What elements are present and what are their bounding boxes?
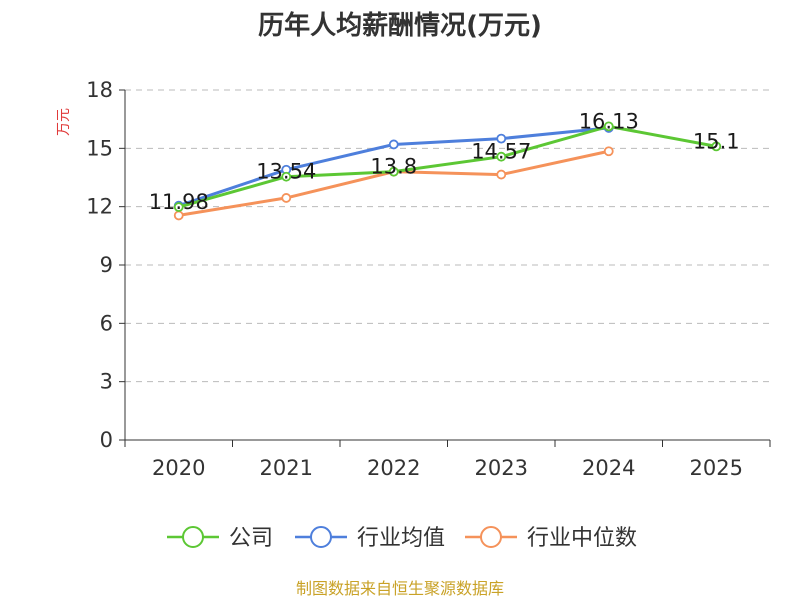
- legend-label: 公司: [229, 526, 273, 551]
- data-label: 11.98: [149, 190, 209, 214]
- series-point-0[interactable]: [281, 171, 292, 182]
- legend-item-1[interactable]: 行业均值: [295, 526, 445, 551]
- x-tick-label: 2023: [475, 456, 528, 480]
- series-point-0[interactable]: [496, 151, 507, 162]
- data-label: 16.13: [579, 109, 639, 133]
- data-label: 13.8: [370, 155, 417, 179]
- y-tick-label: 18: [86, 78, 113, 102]
- y-tick-label: 9: [100, 253, 113, 277]
- series-lines: [173, 121, 722, 221]
- axes: 0 3 6 9 12 15 18 2020 2021 2022 2023 2024 2025: [86, 78, 771, 480]
- series-point-0[interactable]: [388, 166, 399, 177]
- data-label: 13.54: [256, 160, 316, 184]
- legend-marker: [480, 526, 502, 548]
- data-labels: 11.98 13.54 13.8 14.57 16.13 15.1: [149, 109, 740, 214]
- x-tick-label: 2020: [152, 456, 205, 480]
- series-point-2[interactable]: [496, 169, 507, 180]
- data-label: 14.57: [471, 140, 531, 164]
- x-tick-label: 2025: [690, 456, 743, 480]
- series-point-1[interactable]: [388, 139, 399, 150]
- source-note: 制图数据来自恒生聚源数据库: [296, 579, 504, 598]
- series-point-0[interactable]: [603, 121, 614, 132]
- legend-label: 行业均值: [357, 526, 445, 551]
- y-axis-label: 万元: [56, 108, 72, 136]
- legend-item-2[interactable]: 行业中位数: [465, 526, 637, 551]
- y-tick-label: 12: [86, 195, 113, 219]
- y-tick-label: 6: [100, 311, 113, 335]
- series-line-0: [177, 124, 718, 209]
- series-point-0[interactable]: [173, 202, 184, 212]
- legend-item-0[interactable]: 公司: [167, 526, 273, 551]
- series-point-2[interactable]: [603, 146, 614, 157]
- y-tick-label: 15: [86, 136, 113, 160]
- y-tick-label: 3: [100, 370, 113, 394]
- x-tick-label: 2021: [260, 456, 313, 480]
- data-label: 15.1: [693, 129, 740, 153]
- x-tick-label: 2022: [367, 456, 420, 480]
- x-tick-label: 2024: [582, 456, 635, 480]
- legend[interactable]: 公司 行业均值 行业中位数: [167, 526, 637, 551]
- legend-marker: [182, 526, 204, 548]
- series-point-1[interactable]: [496, 133, 507, 144]
- y-tick-label: 0: [100, 428, 113, 452]
- series-point-0[interactable]: [711, 141, 722, 152]
- series-point-2[interactable]: [281, 193, 292, 203]
- legend-marker: [310, 526, 332, 548]
- grid-lines: [125, 89, 770, 383]
- legend-label: 行业中位数: [527, 526, 637, 551]
- chart-title: 历年人均薪酬情况(万元): [258, 10, 542, 41]
